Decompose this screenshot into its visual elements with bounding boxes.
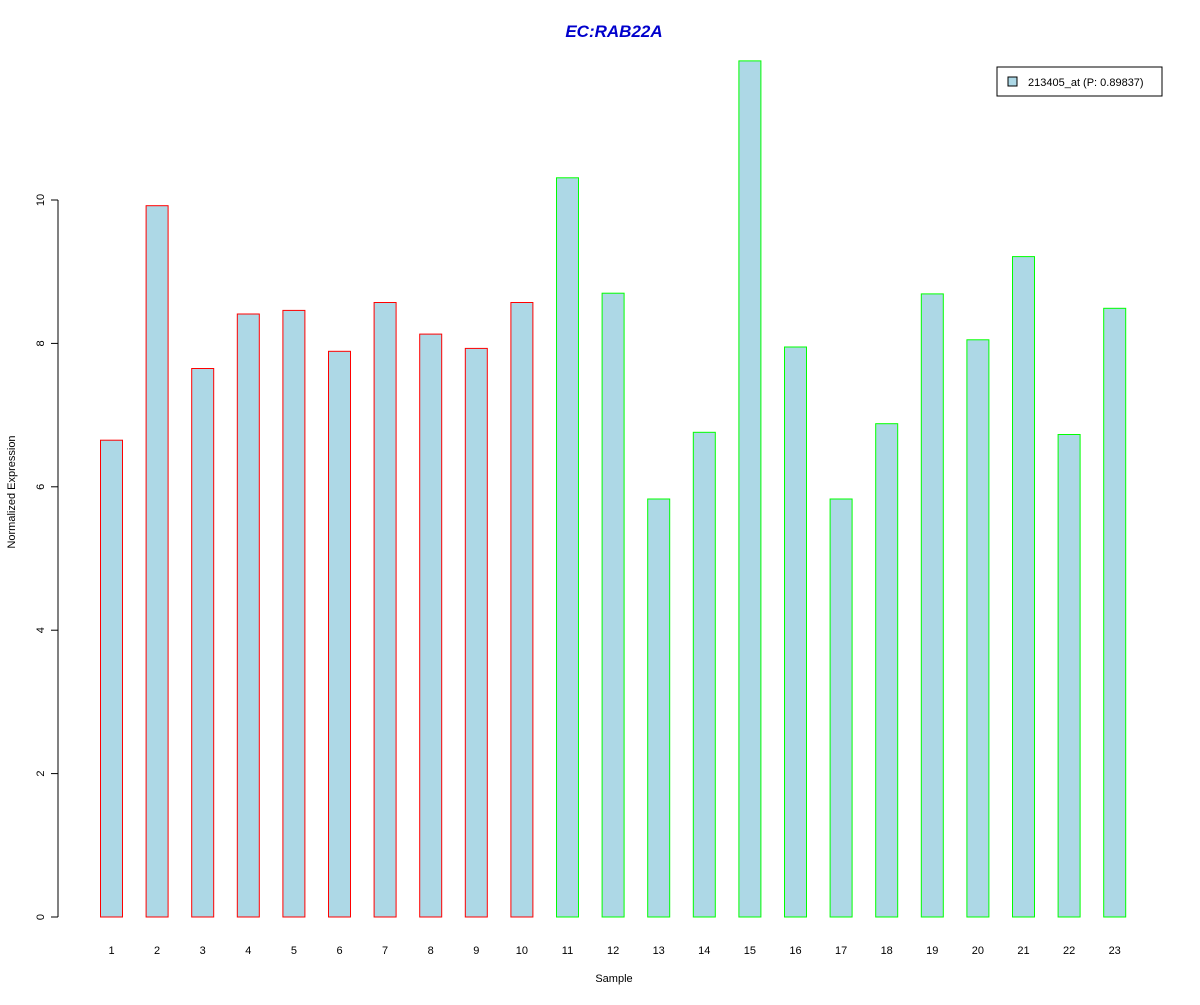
bar-sample-22	[1057, 434, 1081, 918]
bar-sample-6	[328, 350, 351, 918]
x-tick-label: 21	[1017, 945, 1029, 957]
bar-sample-18	[875, 423, 899, 918]
x-axis-label: Sample	[595, 973, 632, 985]
x-tick-label: 19	[926, 945, 938, 957]
x-tick-label: 2	[154, 945, 160, 957]
legend: 213405_at (P: 0.89837)	[996, 66, 1163, 97]
bar-sample-7	[373, 302, 397, 918]
x-tick-label: 6	[336, 945, 342, 957]
x-tick-label: 16	[789, 945, 801, 957]
x-tick-label: 15	[744, 945, 756, 957]
bar-sample-17	[829, 498, 853, 918]
legend-label: 213405_at (P: 0.89837)	[1028, 77, 1144, 89]
bar-sample-21	[1012, 256, 1035, 918]
x-tick-label: 22	[1063, 945, 1075, 957]
x-tick-label: 12	[607, 945, 619, 957]
bar-sample-3	[191, 368, 215, 918]
x-tick-label: 11	[562, 945, 573, 957]
y-axis: 0 2 4 6 8 10	[35, 194, 59, 920]
bar-sample-23	[1103, 307, 1127, 918]
bar-sample-20	[966, 339, 990, 918]
y-tick-label: 6	[35, 484, 47, 490]
x-tick-label: 14	[698, 945, 710, 957]
bar-sample-11	[556, 177, 579, 918]
bar-sample-5	[282, 309, 306, 918]
bar-sample-12	[601, 292, 625, 918]
bar-sample-14	[692, 431, 716, 918]
x-tick-label: 17	[835, 945, 847, 957]
y-axis-label: Normalized Expression	[6, 435, 18, 548]
x-tick-label: 7	[382, 945, 388, 957]
y-tick-label: 0	[35, 914, 47, 920]
x-tick-label: 4	[245, 945, 251, 957]
bar-sample-19	[920, 293, 944, 918]
x-tick-label: 1	[108, 945, 114, 957]
x-tick-label: 8	[428, 945, 434, 957]
bar-sample-4	[236, 313, 260, 918]
legend-swatch	[1007, 76, 1018, 87]
x-tick-label: 9	[473, 945, 479, 957]
bar-sample-16	[784, 346, 807, 918]
x-tick-label: 18	[881, 945, 893, 957]
bar-sample-13	[647, 498, 671, 918]
bar-sample-8	[419, 333, 443, 918]
x-tick-label: 3	[200, 945, 206, 957]
bar-sample-1	[100, 439, 123, 918]
legend-box	[996, 66, 1163, 97]
x-tick-label: 23	[1109, 945, 1121, 957]
y-tick-label: 2	[35, 771, 47, 777]
bar-sample-10	[510, 302, 534, 918]
y-tick-label: 8	[35, 340, 47, 346]
bars-group	[100, 60, 1127, 918]
chart-title: EC:RAB22A	[565, 22, 662, 41]
bar-sample-2	[145, 205, 169, 918]
x-tick-labels: 1 2 3 4 5 6 7 8 9 10 11 12 13 14 15 16 17 18 19 20 21 22 23	[108, 945, 1120, 957]
y-tick-label: 10	[35, 194, 47, 206]
x-tick-label: 10	[516, 945, 528, 957]
x-tick-label: 5	[291, 945, 297, 957]
x-tick-label: 20	[972, 945, 984, 957]
x-tick-label: 13	[653, 945, 665, 957]
y-tick-label: 4	[35, 627, 47, 633]
bar-sample-9	[464, 347, 488, 918]
bar-sample-15	[738, 60, 762, 918]
